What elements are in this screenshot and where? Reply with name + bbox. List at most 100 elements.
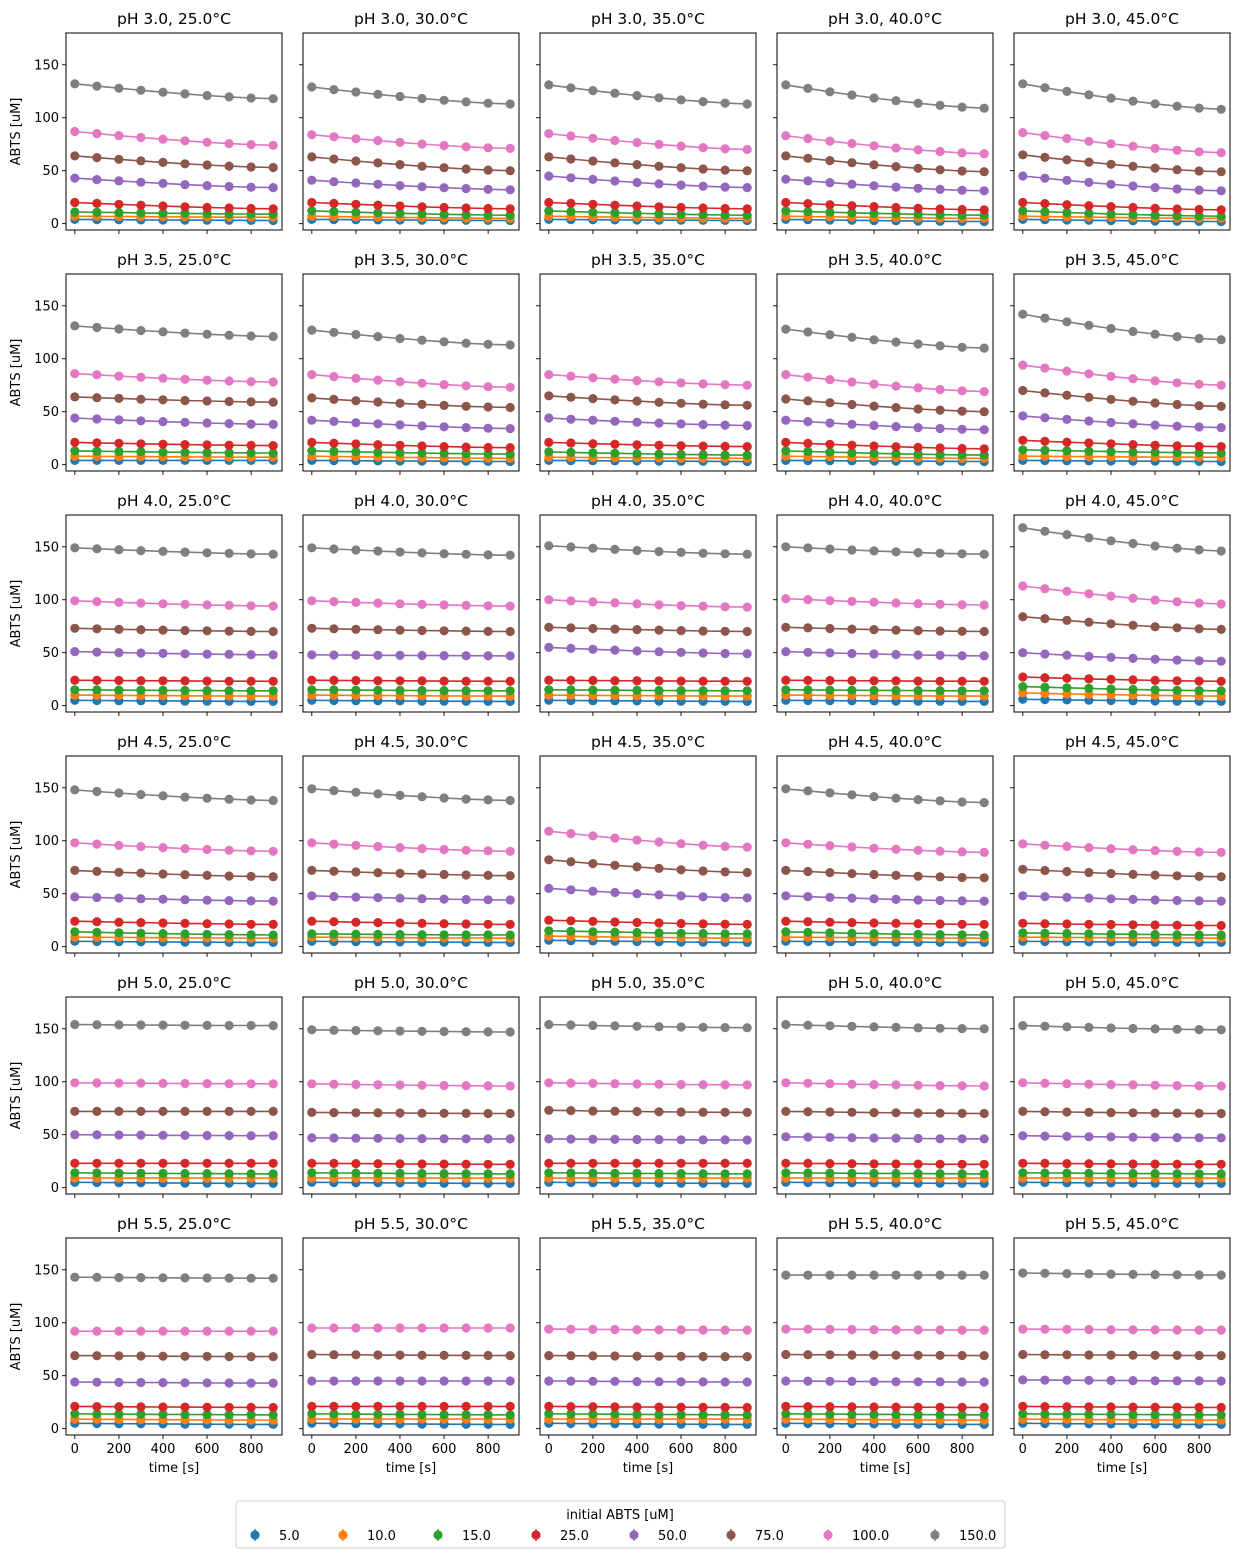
data-point	[847, 1133, 857, 1143]
data-point	[1106, 929, 1116, 939]
data-point	[1172, 930, 1182, 940]
data-point	[158, 1078, 168, 1088]
data-point	[742, 1107, 752, 1117]
data-point	[869, 894, 879, 904]
data-point	[610, 1409, 620, 1419]
subplot: pH 4.5, 30.0°C	[299, 733, 520, 957]
data-point	[1106, 202, 1116, 212]
data-point	[224, 1273, 234, 1283]
data-point	[957, 1350, 967, 1361]
x-tick-label: 600	[432, 1442, 457, 1457]
data-point	[869, 181, 879, 191]
data-point	[847, 893, 857, 903]
series-15.0	[781, 1409, 989, 1420]
series-line	[785, 1422, 985, 1426]
data-point	[1216, 211, 1226, 221]
data-point	[698, 892, 708, 902]
data-point	[329, 1158, 339, 1168]
series-line	[311, 1137, 511, 1140]
series-line	[785, 1413, 985, 1416]
data-point	[979, 103, 989, 113]
subplot-title: pH 3.0, 40.0°C	[828, 10, 942, 28]
series-line	[548, 688, 748, 692]
data-point	[847, 1376, 857, 1386]
series-line	[74, 694, 274, 697]
series-line	[311, 156, 511, 172]
series-line	[311, 842, 511, 853]
x-axis-label: time [s]	[860, 1461, 910, 1476]
data-point	[373, 1168, 383, 1178]
data-point	[505, 1323, 515, 1333]
series-150.0	[544, 1019, 752, 1033]
data-point	[505, 1081, 515, 1091]
data-point	[224, 896, 234, 906]
data-point	[224, 376, 234, 386]
data-point	[92, 1168, 102, 1178]
series-50.0	[307, 175, 515, 195]
data-point	[114, 840, 124, 851]
series-75.0	[1018, 1349, 1226, 1361]
data-point	[891, 449, 901, 459]
data-point	[461, 1108, 471, 1118]
data-point	[1106, 179, 1116, 189]
data-point	[803, 917, 813, 927]
data-point	[246, 1106, 256, 1116]
data-point	[742, 1169, 752, 1179]
data-point	[869, 649, 879, 659]
data-point	[1128, 1023, 1138, 1034]
data-point	[632, 685, 642, 696]
data-point	[781, 1019, 791, 1030]
series-line	[785, 373, 985, 393]
data-point	[566, 885, 576, 895]
data-point	[461, 1323, 471, 1333]
data-point	[566, 83, 576, 93]
data-point	[588, 156, 598, 166]
series-150.0	[781, 1270, 989, 1280]
data-point	[268, 94, 278, 104]
data-point	[610, 1324, 620, 1335]
axes-frame	[302, 514, 520, 713]
data-point	[676, 1402, 686, 1412]
series-line	[311, 895, 511, 901]
series-line	[1022, 936, 1222, 940]
y-tick-label: 0	[51, 1181, 59, 1196]
data-point	[935, 1270, 945, 1280]
legend-item: 5.0	[250, 1529, 300, 1544]
subplot: pH 3.0, 40.0°C	[773, 10, 994, 234]
data-point	[676, 686, 686, 696]
data-point	[1084, 208, 1094, 218]
data-point	[329, 675, 339, 686]
data-point	[891, 1159, 901, 1169]
series-line	[74, 218, 274, 222]
data-point	[1018, 648, 1028, 658]
data-point	[92, 1377, 102, 1387]
data-point	[957, 847, 967, 857]
data-point	[654, 685, 664, 696]
subplot-title: pH 4.5, 35.0°C	[591, 733, 705, 751]
legend-item: 100.0	[823, 1529, 889, 1544]
subplot-title: pH 5.5, 45.0°C	[1065, 1215, 1179, 1233]
data-point	[913, 98, 923, 108]
data-point	[588, 1020, 598, 1031]
data-point	[676, 626, 686, 636]
data-point	[935, 443, 945, 453]
series-100.0	[1018, 360, 1226, 390]
series-line	[1022, 1082, 1222, 1087]
series-line	[548, 1354, 748, 1358]
series-line	[311, 86, 511, 105]
data-point	[439, 894, 449, 904]
data-point	[180, 89, 190, 99]
series-line	[74, 896, 274, 902]
data-point	[1062, 1324, 1072, 1334]
data-point	[1018, 360, 1028, 370]
series-line	[311, 218, 511, 222]
series-75.0	[781, 622, 989, 637]
series-line	[1022, 201, 1222, 211]
data-point	[632, 376, 642, 386]
data-point	[505, 204, 515, 214]
data-point	[246, 846, 256, 856]
series-50.0	[1018, 1375, 1226, 1386]
series-line	[74, 699, 274, 703]
data-point	[136, 372, 146, 382]
